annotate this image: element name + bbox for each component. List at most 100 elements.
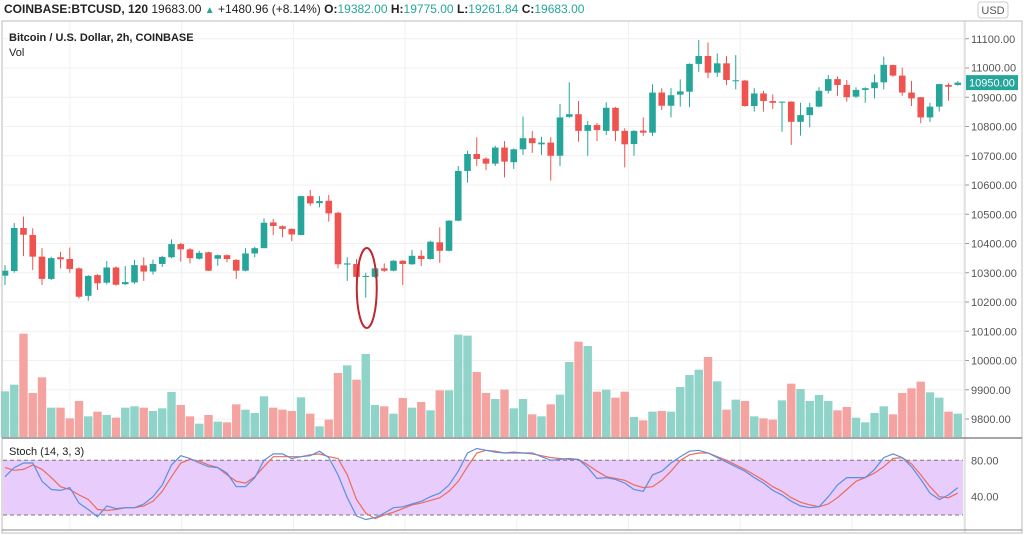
candle-body (612, 107, 619, 131)
candle-body (954, 82, 962, 85)
volume-bar (278, 409, 287, 437)
volume-bar (241, 409, 250, 437)
price-tick-label: 11100.00 (971, 34, 1015, 46)
volume-bar (84, 416, 93, 437)
candle-body (186, 249, 194, 259)
candle-body (593, 125, 601, 131)
volume-bar (472, 372, 481, 437)
stoch-axis[interactable]: 80.00 40.00 (971, 455, 999, 503)
candle-body (815, 90, 823, 107)
volume-bar (824, 401, 833, 437)
price-tick-label: 10000.00 (971, 356, 1017, 368)
candle-body (889, 65, 897, 76)
candle-body (454, 170, 462, 221)
candle-body (741, 80, 749, 107)
candle-body (565, 114, 573, 117)
volume-bar (740, 401, 750, 437)
candle-body (843, 84, 851, 98)
volume-bar (102, 415, 111, 437)
change-value: +1480.96 (+8.14%) (218, 2, 321, 16)
volume-bar (814, 395, 824, 437)
candle-body (38, 256, 46, 279)
candle-body (510, 149, 518, 163)
candle-body (408, 255, 416, 265)
volume-bar (676, 387, 685, 437)
volume-bar (907, 388, 916, 437)
stoch-tick-label: 80.00 (971, 455, 999, 467)
volume-bar (296, 397, 306, 437)
volume-bar (389, 413, 398, 437)
low-value: 19261.84 (468, 2, 519, 16)
volume-bar (352, 379, 361, 437)
price-tick-label: 10800.00 (971, 122, 1017, 134)
volume-bar (463, 335, 472, 437)
candle-body (538, 142, 545, 145)
volume-bar (213, 421, 222, 437)
symbol-label[interactable]: COINBASE:BTCUSD, 120 (4, 2, 149, 16)
candle-body (380, 268, 388, 271)
price-tick-label: 10600.00 (971, 180, 1017, 192)
volume-bar (111, 417, 121, 437)
last-price-marker: 10950.00 (966, 75, 1018, 91)
candle-body (343, 263, 351, 265)
stoch-tick-label: 40.00 (971, 492, 999, 504)
candle-body (168, 244, 175, 258)
volume-bar (518, 399, 528, 437)
candle-body (750, 93, 758, 107)
candle-body (861, 88, 869, 90)
price-tick-label: 9800.00 (971, 414, 1011, 426)
candle-body (325, 200, 333, 214)
volume-bar (185, 416, 195, 437)
volume-legend: Vol (9, 47, 24, 59)
volume-bar (888, 414, 898, 437)
candle-body (112, 267, 120, 285)
price-tick-label: 11000.00 (971, 63, 1016, 75)
candle-body (797, 115, 804, 122)
candle-body (149, 263, 157, 272)
candle-body (47, 258, 55, 279)
candle-body (1, 270, 9, 276)
candle-body (704, 56, 712, 73)
candle-body (760, 93, 767, 102)
annotation-ellipse[interactable] (355, 247, 378, 329)
candle-body (436, 242, 444, 251)
candle-body (297, 196, 305, 236)
volume-bar (851, 417, 861, 437)
stoch-lines (4, 447, 959, 521)
candle-body (898, 75, 906, 93)
candle-body (260, 222, 268, 249)
volume-bar (925, 392, 935, 437)
candle-body (362, 275, 370, 277)
volume-bar (222, 422, 232, 437)
candle-body (824, 79, 832, 91)
low-label: L: (456, 2, 469, 16)
candle-body (917, 97, 925, 118)
candle-body (103, 267, 111, 283)
candle-body (399, 260, 407, 264)
volume-bar (0, 391, 10, 437)
volume-bar (167, 392, 176, 437)
volume-bar (583, 346, 592, 437)
candle-body (491, 147, 499, 164)
open-value: 19382.00 (337, 2, 388, 16)
candle-body (232, 259, 240, 271)
volume-bar (343, 365, 352, 437)
price-axis[interactable]: 11100.00 11000.00 10900.00 10800.00 10700.00… (965, 34, 1017, 426)
volume-bar (37, 377, 47, 437)
candle-body (269, 222, 277, 226)
volume-bar (713, 381, 722, 437)
last-price-box (966, 75, 1018, 91)
currency-button[interactable]: USD (977, 1, 1009, 19)
volume-bar (898, 393, 907, 437)
volume-bar (435, 390, 444, 437)
volume-bar (19, 333, 28, 437)
open-label: O: (324, 2, 338, 16)
candle-body (316, 201, 323, 204)
candle-body (334, 212, 342, 265)
candle-body (649, 92, 656, 133)
candle-body (473, 153, 481, 159)
volume-bar (657, 411, 666, 437)
candle-body (288, 228, 296, 235)
candle-body (852, 89, 860, 97)
